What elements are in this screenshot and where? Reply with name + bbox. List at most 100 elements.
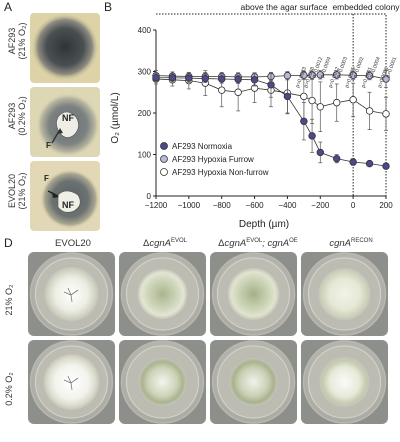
legend-marker (160, 142, 168, 150)
plate-image (211, 252, 296, 336)
x-tick-label: −200 (311, 201, 330, 210)
data-point (218, 75, 226, 83)
data-point (300, 117, 308, 125)
series-0 (152, 71, 390, 170)
data-point (333, 98, 341, 107)
data-point (365, 71, 374, 80)
panel-d-col3-base: cgnA (224, 238, 247, 250)
panel-d-col3-title: ΔcgnAEVOL; cgnAOE (208, 238, 308, 249)
data-point (218, 86, 226, 94)
y-tick-label: 400 (138, 26, 152, 35)
data-point (333, 154, 341, 163)
data-point (168, 74, 177, 82)
panel-d-col3-sup: EVOL (246, 238, 263, 244)
series-line (155, 74, 387, 80)
series-line (155, 78, 387, 115)
panel-d-col4-title: cgnARECON (305, 238, 397, 249)
chart-series (152, 70, 390, 170)
plate-image (302, 340, 387, 424)
plate-r2-c1 (28, 340, 115, 424)
panel-d-col4-base: cgnA (329, 238, 351, 250)
y-tick-label: 0 (147, 192, 152, 201)
data-point (349, 158, 357, 166)
region-box (156, 13, 387, 196)
data-point (382, 75, 390, 83)
y-tick-label: 100 (138, 151, 152, 160)
panel-d-col3-extra-sup: OE (289, 238, 298, 244)
plate-r2-c2 (119, 340, 206, 424)
region-label-above: above the agar surface (241, 2, 328, 12)
data-point (283, 71, 292, 80)
data-point (300, 71, 308, 79)
panel-a-colony-image-1 (30, 13, 100, 83)
x-tick-label: −400 (278, 201, 297, 210)
panel-label-a: A (4, 0, 13, 14)
plate-r1-c1 (28, 252, 115, 336)
x-tick-label: −1000 (178, 201, 201, 210)
plate-image (29, 340, 114, 424)
region-label-embedded-text: embedded colony (332, 2, 400, 12)
data-point (308, 132, 316, 140)
plate-r2-c3 (210, 340, 297, 424)
plate-r1-c4 (301, 252, 388, 336)
panel-a-row2-label: AF293 (0.2% O₂) (7, 92, 29, 140)
panel-d-row1-label: 21% O₂ (4, 284, 14, 316)
plate-image (120, 340, 205, 424)
x-tick-label: −1200 (145, 201, 168, 210)
panel-d-col2-prefix: Δ (142, 238, 150, 250)
data-point (382, 110, 390, 118)
data-point (267, 81, 275, 89)
panel-a-f-mark-2: F (46, 141, 51, 150)
panel-a-colony-image-2 (30, 87, 100, 157)
data-point (283, 92, 292, 101)
panel-d-col2-title: ΔcgnAEVOL (120, 238, 210, 249)
panel-d-col2-base: cgnA (149, 238, 171, 250)
legend-label: AF293 Hypoxia Non-furrow (172, 168, 269, 177)
data-point (234, 75, 242, 84)
panel-a-f-mark-3: F (44, 174, 49, 183)
panel-a-row1-condition: (21% O₂) (17, 22, 27, 60)
data-point (201, 74, 209, 83)
plate-r1-c3 (210, 252, 297, 336)
panel-label-b: B (104, 0, 113, 14)
data-point (382, 162, 390, 170)
chart-legend: AF293 Normoxia AF293 Hypoxia Furrow AF293 … (160, 142, 269, 177)
data-point (185, 74, 193, 82)
panel-d-col1-title: EVOL20 (28, 238, 118, 249)
plate-image (29, 252, 114, 336)
plate-image (302, 252, 387, 336)
panel-d-col3-prefix: Δ (218, 238, 225, 250)
x-tick-label: 0 (351, 201, 356, 210)
y-tick-label: 300 (138, 68, 152, 77)
x-tick-label: −800 (213, 201, 232, 210)
panel-a-row1-label: AF293 (21% O₂) (7, 17, 29, 65)
data-point (333, 71, 341, 79)
panel-a-row2-condition: (0.2% O₂) (17, 96, 27, 136)
panel-a-row3-condition: (21% O₂) (17, 172, 27, 210)
panel-b-chart: O₂ (µmol/L) Depth (µm) above the agar su… (110, 2, 400, 230)
legend-marker (160, 155, 168, 163)
data-point (316, 103, 324, 111)
panel-d-col2-sup: EVOL (171, 238, 188, 244)
data-point (308, 96, 316, 105)
panel-a-row3-strain: EVOL20 (7, 173, 17, 209)
data-point (308, 71, 316, 79)
legend-label: AF293 Hypoxia Furrow (172, 155, 254, 164)
plate-image (211, 340, 296, 424)
y-tick-label: 200 (138, 109, 152, 118)
panel-a-nf-mark-3: NF (62, 200, 74, 210)
data-point (349, 96, 357, 104)
data-point (152, 74, 160, 82)
legend-marker (160, 168, 168, 176)
data-point (316, 148, 324, 157)
data-point (365, 107, 374, 115)
series-line (156, 77, 387, 167)
panel-label-d: D (4, 236, 13, 250)
plate-r1-c2 (119, 252, 206, 336)
panel-d-col1-base: EVOL20 (55, 238, 91, 249)
plate-image (120, 252, 205, 336)
data-point (234, 88, 242, 96)
panel-d-row2-label: 0.2% O₂ (4, 372, 14, 406)
panel-a-colony-image-3 (30, 161, 100, 231)
